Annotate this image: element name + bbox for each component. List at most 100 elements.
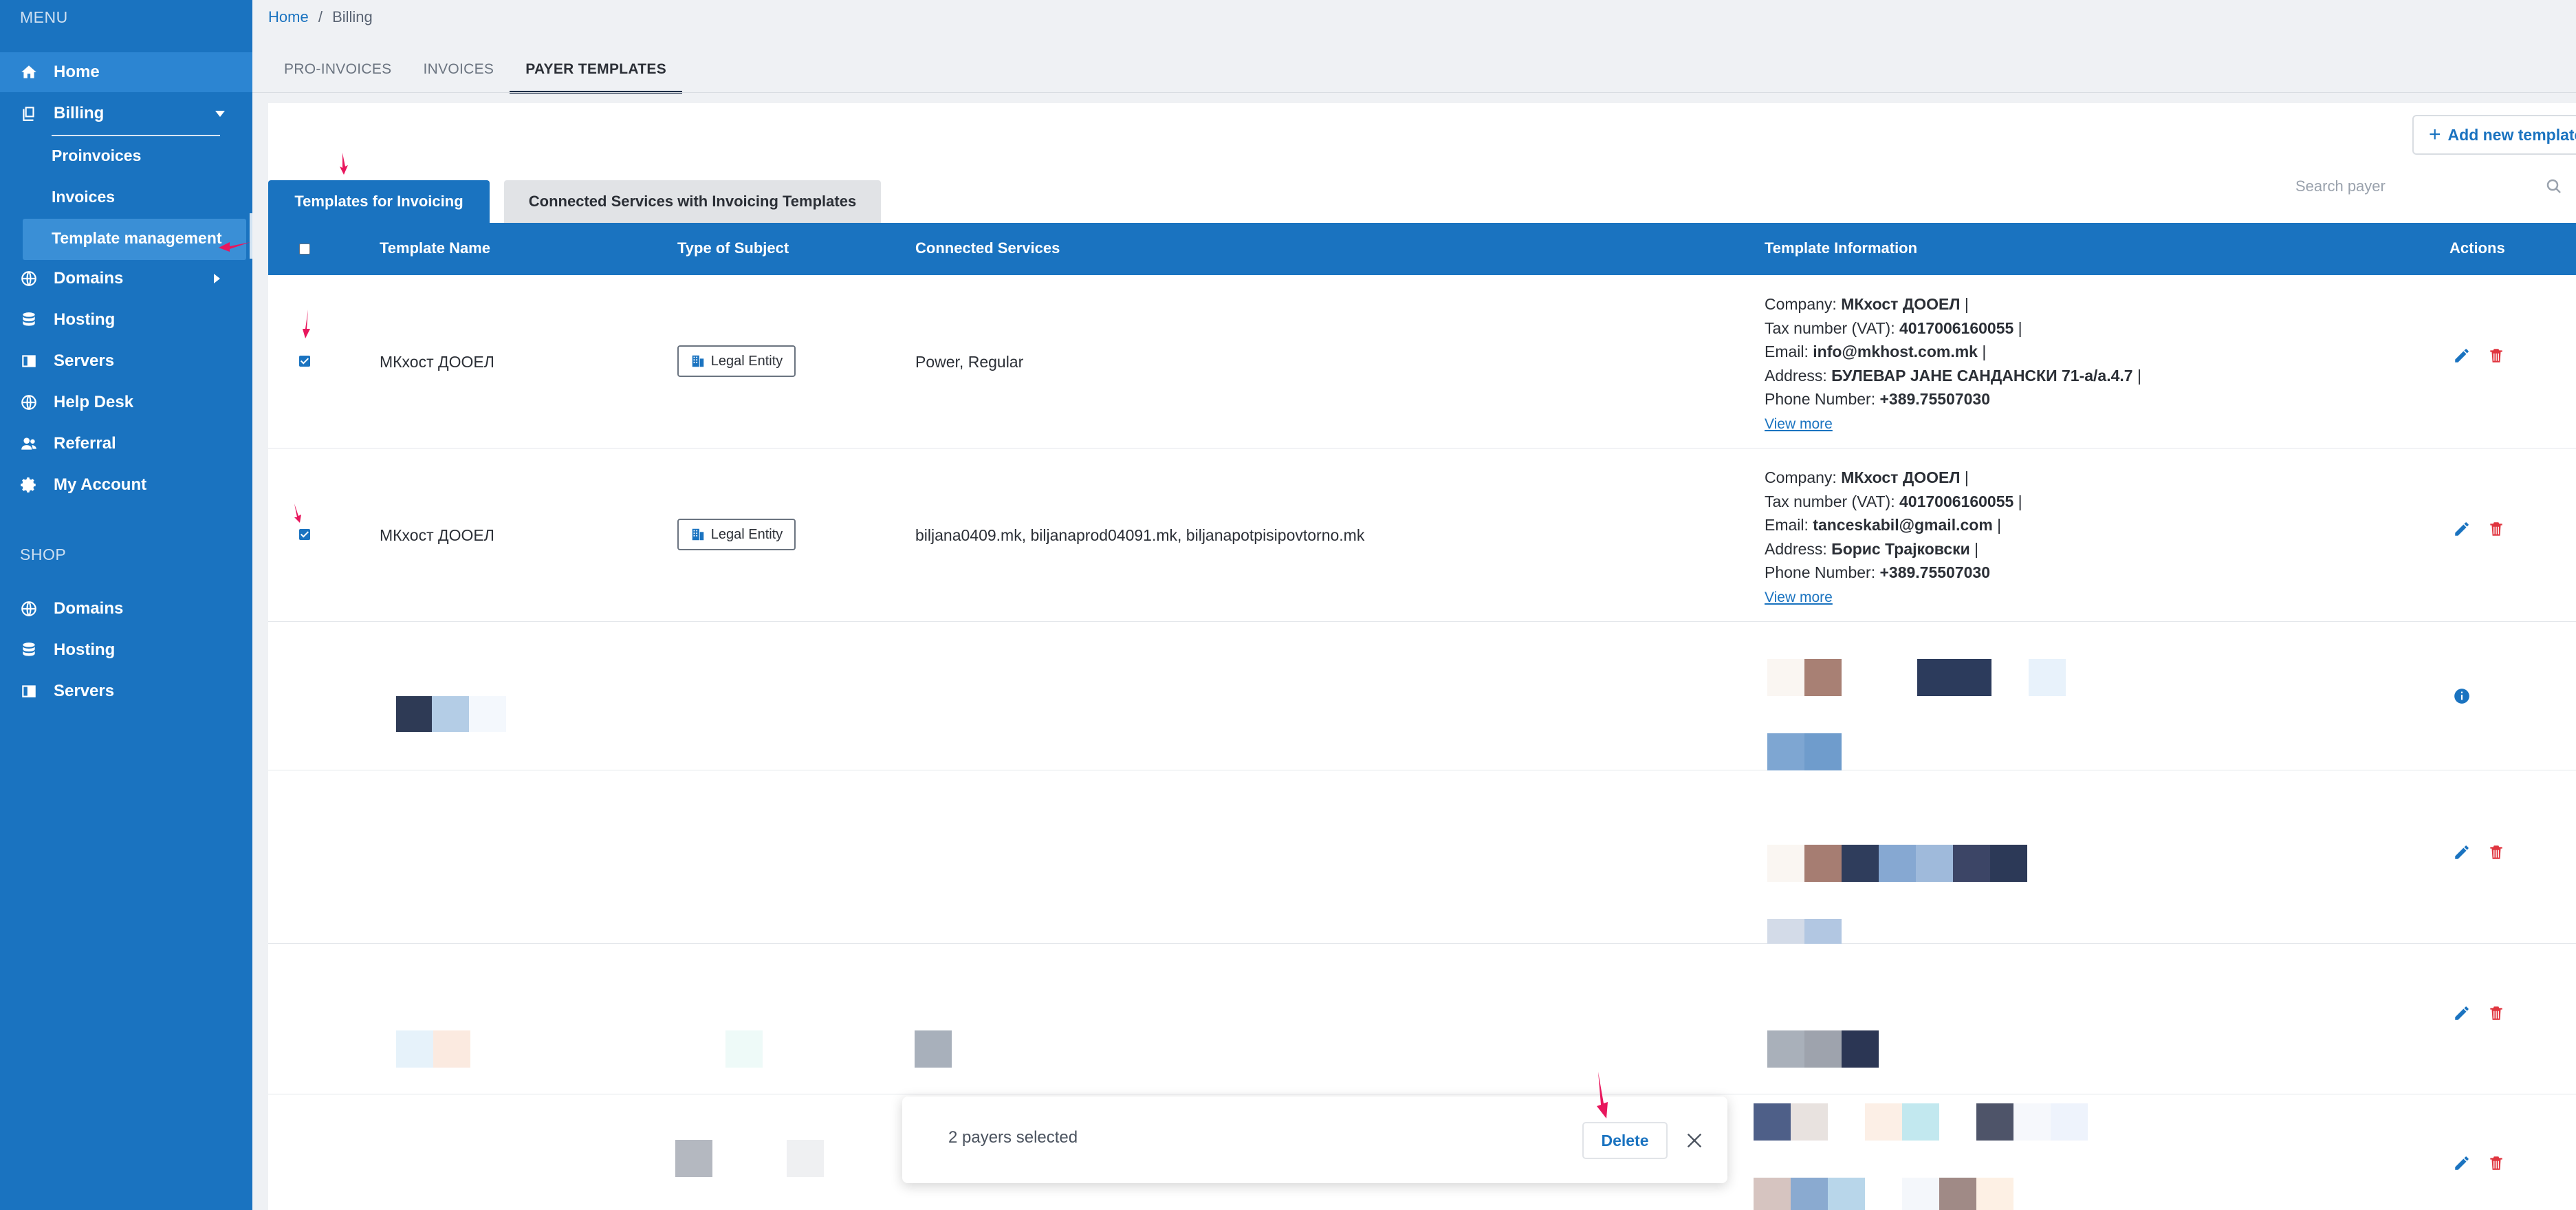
- search-icon[interactable]: [2546, 178, 2562, 195]
- sidebar-sub-proinvoices[interactable]: Proinvoices: [52, 147, 142, 164]
- edit-icon[interactable]: [2453, 347, 2471, 365]
- header-connected-services[interactable]: Connected Services: [915, 239, 1060, 257]
- sidebar-item-hosting[interactable]: Hosting: [0, 300, 252, 340]
- redacted-block: [1791, 1103, 1828, 1141]
- delete-icon[interactable]: [2487, 520, 2505, 538]
- header-type-of-subject[interactable]: Type of Subject: [677, 239, 789, 257]
- redacted-block: [1990, 845, 2027, 882]
- row-checkbox[interactable]: [299, 356, 310, 367]
- delete-icon[interactable]: [2487, 1154, 2505, 1172]
- address-label: Address:: [1765, 539, 1827, 558]
- globe-icon: [19, 393, 39, 412]
- edit-icon[interactable]: [2453, 843, 2471, 861]
- tab-templates-for-invoicing[interactable]: Templates for Invoicing: [268, 180, 490, 223]
- sidebar-item-help-desk[interactable]: Help Desk: [0, 382, 252, 422]
- address-label: Address:: [1765, 366, 1827, 385]
- shop-item-hosting[interactable]: Hosting: [0, 630, 252, 670]
- plus-icon: +: [2429, 123, 2441, 146]
- home-icon: [19, 63, 39, 82]
- company-value: МКхост ДООЕЛ: [1841, 468, 1961, 486]
- chevron-down-icon[interactable]: [215, 111, 225, 117]
- close-icon[interactable]: [1685, 1131, 1704, 1150]
- row-checkbox[interactable]: [299, 529, 310, 540]
- sidebar: MENU Home Billing Proinvoices Invoices T…: [0, 0, 252, 1210]
- delete-selected-button[interactable]: Delete: [1582, 1122, 1668, 1159]
- tab-payer-templates[interactable]: PAYER TEMPLATES: [510, 59, 683, 94]
- search-box[interactable]: Search payer: [2295, 175, 2576, 198]
- sidebar-sub-template-management[interactable]: Template management: [52, 229, 222, 247]
- edit-icon[interactable]: [2453, 1154, 2471, 1172]
- selection-bar: 2 payers selected Delete: [902, 1096, 1727, 1183]
- redacted-block: [432, 696, 469, 732]
- add-new-template-button[interactable]: + Add new template: [2412, 115, 2576, 155]
- delete-icon[interactable]: [2487, 1004, 2505, 1022]
- redacted-block: [1791, 1178, 1828, 1210]
- redacted-block: [1976, 1178, 2013, 1210]
- tab-pro-invoices[interactable]: PRO-INVOICES: [284, 61, 392, 77]
- breadcrumb-home-link[interactable]: Home: [268, 8, 309, 25]
- address-value: БУЛЕВАР ЈАНЕ САНДАНСКИ 71-а/а.4.7: [1831, 366, 2133, 385]
- table-row-redacted: [268, 770, 2576, 944]
- sidebar-active-indicator: [250, 213, 252, 259]
- view-more-link[interactable]: View more: [1765, 415, 1833, 432]
- type-badge: Legal Entity: [677, 519, 796, 550]
- header-template-name[interactable]: Template Name: [380, 239, 490, 257]
- info-separator: |: [1974, 539, 1979, 558]
- redacted-block: [1804, 845, 1842, 882]
- company-label: Company:: [1765, 295, 1837, 313]
- sidebar-item-label: Domains: [54, 599, 124, 618]
- redacted-block: [1804, 733, 1842, 770]
- server-icon: [19, 352, 39, 371]
- redacted-block: [1767, 1030, 1804, 1068]
- template-information: Company: МКхост ДООЕЛ | Tax number (VAT)…: [1765, 466, 2022, 609]
- building-icon: [692, 355, 703, 367]
- email-label: Email:: [1765, 343, 1809, 360]
- search-input[interactable]: Search payer: [2295, 177, 2386, 195]
- database-icon: [19, 640, 39, 660]
- address-value: Борис Трајковски: [1831, 539, 1970, 558]
- gear-icon: [19, 475, 39, 495]
- sidebar-item-billing[interactable]: Billing: [0, 94, 252, 133]
- database-icon: [19, 310, 39, 329]
- edit-icon[interactable]: [2453, 520, 2471, 538]
- redacted-block: [1879, 845, 1916, 882]
- sidebar-item-referral[interactable]: Referral: [0, 424, 252, 464]
- delete-icon[interactable]: [2487, 843, 2505, 861]
- info-separator: |: [1997, 516, 2002, 534]
- table-row-redacted: [268, 622, 2576, 770]
- vat-value: 4017006160055: [1899, 492, 2014, 510]
- info-icon[interactable]: [2453, 687, 2471, 705]
- table-row: МКхост ДООЕЛ Legal Entity Power, Regular: [268, 275, 2576, 449]
- delete-icon[interactable]: [2487, 347, 2505, 365]
- table-row: МКхост ДООЕЛ Legal Entity biljana0409.mk…: [268, 449, 2576, 622]
- sidebar-item-my-account[interactable]: My Account: [0, 465, 252, 505]
- redacted-block: [396, 1030, 433, 1068]
- type-badge-label: Legal Entity: [710, 353, 783, 369]
- redacted-block: [1865, 1103, 1902, 1141]
- view-more-link[interactable]: View more: [1765, 589, 1833, 605]
- shop-item-servers[interactable]: Servers: [0, 671, 252, 711]
- tab-connected-services[interactable]: Connected Services with Invoicing Templa…: [504, 180, 881, 223]
- sidebar-item-label: Domains: [54, 269, 124, 288]
- add-new-template-label: Add new template: [2447, 125, 2576, 144]
- type-badge: Legal Entity: [677, 345, 796, 377]
- sidebar-item-home[interactable]: Home: [0, 52, 252, 92]
- phone-label: Phone Number:: [1765, 390, 1876, 408]
- select-all-checkbox[interactable]: [299, 244, 310, 255]
- sidebar-item-servers[interactable]: Servers: [0, 341, 252, 381]
- redacted-block: [1902, 1178, 1939, 1210]
- info-separator: |: [2018, 492, 2022, 510]
- vat-label: Tax number (VAT):: [1765, 492, 1895, 510]
- sidebar-item-domains[interactable]: Domains: [0, 259, 252, 299]
- redacted-block: [1767, 659, 1804, 696]
- shop-item-domains[interactable]: Domains: [0, 589, 252, 629]
- top-divider: [252, 92, 2576, 93]
- redacted-block: [469, 696, 506, 732]
- sidebar-sub-invoices[interactable]: Invoices: [52, 188, 116, 206]
- tab-invoices[interactable]: INVOICES: [423, 61, 494, 77]
- vat-value: 4017006160055: [1899, 318, 2014, 337]
- chevron-right-icon[interactable]: [214, 274, 220, 283]
- template-name: МКхост ДООЕЛ: [380, 526, 494, 544]
- edit-icon[interactable]: [2453, 1004, 2471, 1022]
- email-value: tanceskabil@gmail.com: [1813, 516, 1993, 534]
